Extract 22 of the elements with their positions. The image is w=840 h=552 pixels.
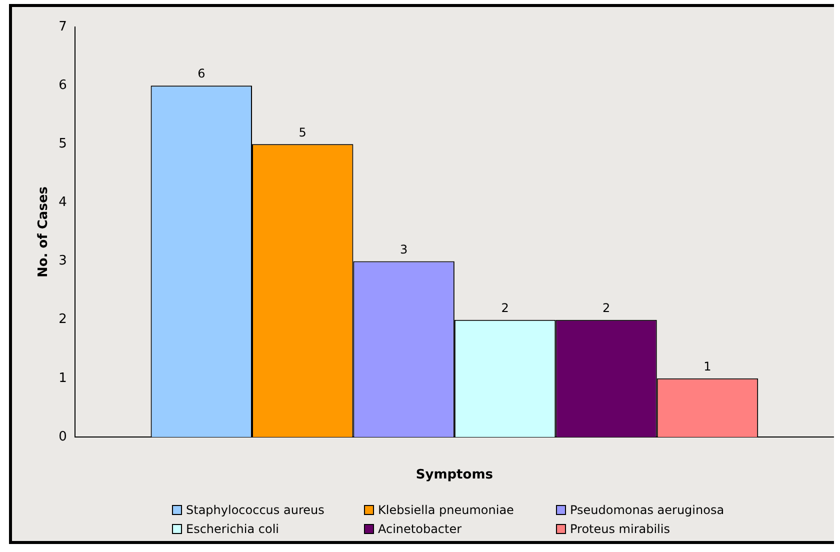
data-label: 1 — [704, 360, 712, 374]
y-tick-label: 1 — [58, 370, 67, 386]
data-label: 6 — [198, 66, 206, 81]
legend-label: Escherichia coli — [186, 522, 279, 536]
data-label: 5 — [298, 125, 306, 140]
data-label: 3 — [400, 242, 408, 256]
y-tick-label: 5 — [58, 136, 67, 152]
y-tick-label: 6 — [58, 78, 67, 93]
legend-label: Staphylococcus aureus — [186, 503, 324, 517]
legend-label: Pseudomonas aeruginosa — [570, 503, 724, 517]
y-tick-label: 2 — [58, 312, 67, 328]
data-label: 2 — [501, 300, 509, 315]
x-axis-title: Symptoms — [416, 468, 494, 483]
y-tick-label: 0 — [58, 429, 67, 444]
y-tick-label: 3 — [58, 254, 67, 269]
legend-label: Acinetobacter — [378, 522, 462, 536]
legend-label: Klebsiella pneumoniae — [378, 503, 514, 517]
y-axis-title: No. of Cases — [36, 186, 52, 278]
y-tick-label: 4 — [58, 195, 67, 210]
data-label: 2 — [602, 300, 610, 315]
y-tick-label: 7 — [58, 19, 67, 34]
legend-label: Proteus mirabilis — [570, 522, 670, 536]
